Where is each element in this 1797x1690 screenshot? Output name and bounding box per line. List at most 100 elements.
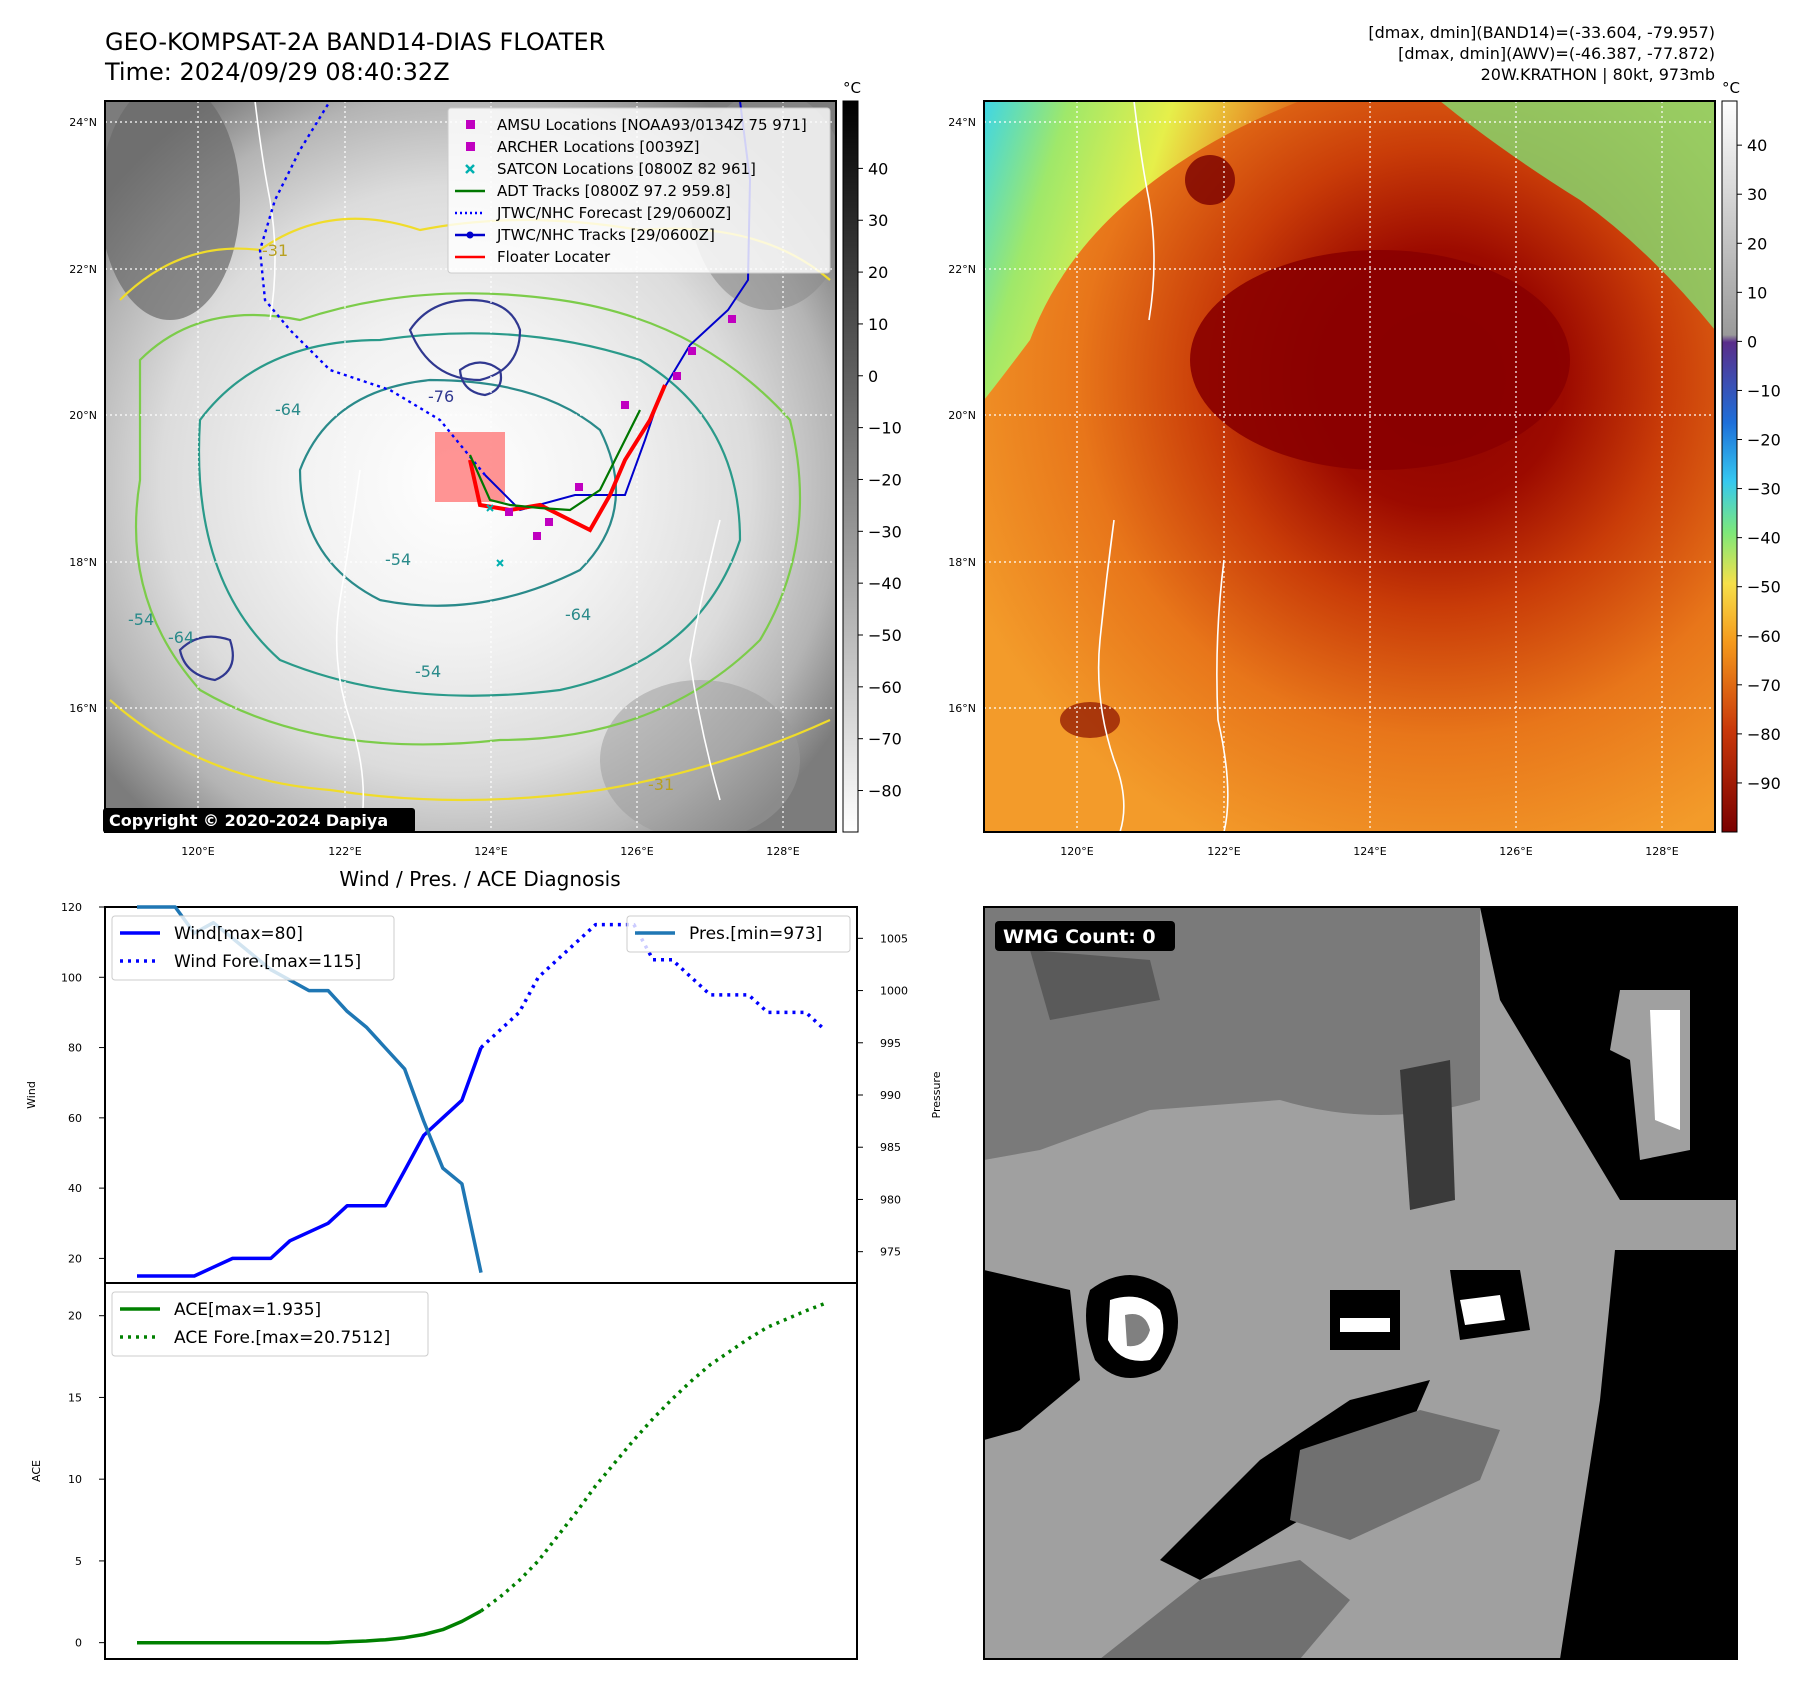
ir-lat-ticks: 24°N 22°N 20°N 18°N 16°N bbox=[69, 116, 97, 715]
y-tick-label: 10 bbox=[68, 1473, 82, 1486]
floater-track bbox=[468, 384, 667, 533]
amsu-markers bbox=[505, 315, 736, 540]
y-tick-label: 15 bbox=[68, 1391, 82, 1404]
legend-wind-forecast: Wind Fore.[max=115] bbox=[174, 952, 361, 972]
lon-tick: 122°E bbox=[328, 845, 361, 858]
wmg-count-label: WMG Count: 0 bbox=[1003, 926, 1156, 948]
contour-label: -76 bbox=[428, 387, 454, 406]
contour-label: -64 bbox=[275, 400, 301, 419]
colorbar-tick-label: −10 bbox=[868, 419, 902, 438]
ir-colorbar-unit: °C bbox=[843, 79, 861, 97]
y-tick-label: 60 bbox=[68, 1112, 82, 1125]
lat-tick: 22°N bbox=[69, 263, 97, 276]
enhanced-lat-ticks: 24°N 22°N 20°N 18°N 16°N bbox=[948, 116, 976, 715]
diagnosis-title: Wind / Pres. / ACE Diagnosis bbox=[339, 867, 620, 891]
contour-label: -31 bbox=[262, 241, 288, 260]
ir-lon-ticks: 120°E 122°E 124°E 126°E 128°E bbox=[181, 845, 799, 858]
pressure-legend: Pres.[min=973] bbox=[626, 915, 851, 953]
adt-track bbox=[468, 409, 641, 512]
lat-tick: 18°N bbox=[948, 556, 976, 569]
figure-title: GEO-KOMPSAT-2A BAND14-DIAS FLOATER bbox=[105, 28, 605, 56]
y-tick-label: 990 bbox=[880, 1089, 901, 1102]
legend-entry: JTWC/NHC Tracks [29/0600Z] bbox=[455, 226, 715, 244]
legend-label: JTWC/NHC Tracks [29/0600Z] bbox=[496, 226, 715, 244]
colorbar-tick-label: −70 bbox=[1747, 676, 1781, 695]
ace-ylabel: ACE bbox=[30, 1460, 43, 1482]
colorbar-tick-label: −60 bbox=[868, 678, 902, 697]
colorbar-tick-label: 10 bbox=[868, 315, 888, 334]
lat-tick: 16°N bbox=[948, 702, 976, 715]
colorbar-tick-label: 40 bbox=[868, 159, 888, 178]
legend-box bbox=[447, 107, 831, 274]
wind-y-ticks: 20 40 60 80 100 120 bbox=[61, 901, 105, 1265]
legend-label: Floater Locater bbox=[497, 248, 611, 266]
legend-dot-marker bbox=[466, 231, 474, 239]
ir-contour-labels: -64 -54 -64 -76 -54 -64 -54 -31 -31 bbox=[128, 241, 674, 794]
colorbar-tick-label: −80 bbox=[1747, 725, 1781, 744]
enhanced-lon-ticks: 120°E 122°E 124°E 126°E 128°E bbox=[1060, 845, 1678, 858]
pressure-y-ticks: 975 980 985 990 995 1000 1005 bbox=[857, 932, 908, 1259]
y-tick-label: 975 bbox=[880, 1246, 901, 1259]
series-line bbox=[137, 1609, 482, 1645]
ir-map-panel: -64 -54 -64 -76 -54 -64 -54 -31 -31 AMSU… bbox=[69, 79, 902, 858]
colorbar-tick-label: 40 bbox=[1747, 136, 1767, 155]
info-band14-range: [dmax, dmin](BAND14)=(-33.604, -79.957) bbox=[1368, 23, 1715, 42]
legend-entry: Floater Locater bbox=[455, 248, 611, 266]
y-tick-label: 20 bbox=[68, 1310, 82, 1323]
legend-x-marker bbox=[465, 164, 475, 174]
legend-entry: AMSU Locations [NOAA93/0134Z 75 971] bbox=[466, 116, 807, 134]
ir-coastlines bbox=[254, 101, 721, 832]
lat-tick: 24°N bbox=[69, 116, 97, 129]
enhanced-clear-area bbox=[984, 101, 1300, 400]
colorbar-tick-label: −50 bbox=[1747, 578, 1781, 597]
y-tick-label: 5 bbox=[75, 1555, 82, 1568]
colorbar-tick-label: −50 bbox=[868, 626, 902, 645]
lat-tick: 16°N bbox=[69, 702, 97, 715]
ace-chart: 0 5 10 15 20 ACE ACE[max=1.935] ACE Fore.[ma… bbox=[30, 1282, 858, 1660]
colorbar-tick-label: −20 bbox=[868, 470, 902, 489]
wind-series bbox=[137, 922, 827, 1278]
series-line bbox=[137, 1047, 483, 1278]
contour-label: -54 bbox=[415, 662, 441, 681]
legend-entry: JTWC/NHC Forecast [29/0600Z] bbox=[455, 204, 731, 222]
colorbar-tick-label: 30 bbox=[868, 211, 888, 230]
legend-label: AMSU Locations [NOAA93/0134Z 75 971] bbox=[497, 116, 807, 134]
contour-label: -54 bbox=[128, 610, 154, 629]
lon-tick: 124°E bbox=[474, 845, 507, 858]
legend-label: SATCON Locations [0800Z 82 961] bbox=[497, 160, 756, 178]
colorbar-tick-label: −40 bbox=[868, 574, 902, 593]
lat-tick: 24°N bbox=[948, 116, 976, 129]
y-tick-label: 20 bbox=[68, 1252, 82, 1265]
ir-legend: AMSU Locations [NOAA93/0134Z 75 971] ARCH… bbox=[447, 107, 831, 274]
colorbar-tick-label: 30 bbox=[1747, 185, 1767, 204]
contour-label: -54 bbox=[385, 550, 411, 569]
legend-label: ADT Tracks [0800Z 97.2 959.8] bbox=[497, 182, 731, 200]
contour-label: -64 bbox=[565, 605, 591, 624]
enhanced-colorbar-unit: °C bbox=[1722, 79, 1740, 97]
jtwc-forecast bbox=[258, 101, 486, 476]
lat-tick: 20°N bbox=[69, 409, 97, 422]
lon-tick: 122°E bbox=[1207, 845, 1240, 858]
y-tick-label: 0 bbox=[75, 1637, 82, 1650]
wmg-panel: WMG Count: 0 bbox=[983, 906, 1738, 1660]
lon-tick: 126°E bbox=[620, 845, 653, 858]
legend-entry: ARCHER Locations [0039Z] bbox=[466, 138, 700, 156]
lon-tick: 120°E bbox=[181, 845, 214, 858]
legend-ace: ACE[max=1.935] bbox=[174, 1300, 321, 1320]
cdo-core bbox=[1190, 250, 1570, 470]
ir-colorbar-ticks: 40 30 20 10 0 −10 −20 −30 −40 −50 −60 −70 −80 bbox=[858, 159, 902, 801]
y-tick-label: 80 bbox=[68, 1042, 82, 1055]
colorbar-tick-label: 0 bbox=[1747, 332, 1757, 351]
enhanced-colorbar-ticks: 40 30 20 10 0 −10 −20 −30 −40 −50 −60 −70 −80 −90 bbox=[1737, 136, 1781, 793]
legend-pressure: Pres.[min=973] bbox=[689, 924, 822, 944]
lat-tick: 20°N bbox=[948, 409, 976, 422]
colorbar-tick-label: −90 bbox=[1747, 774, 1781, 793]
legend-label: JTWC/NHC Forecast [29/0600Z] bbox=[496, 204, 731, 222]
lat-tick: 22°N bbox=[948, 263, 976, 276]
wind-ylabel: Wind bbox=[25, 1081, 38, 1109]
y-tick-label: 1000 bbox=[880, 985, 908, 998]
colorbar-tick-label: 10 bbox=[1747, 283, 1767, 302]
ace-series bbox=[137, 1301, 826, 1645]
colorbar-tick-label: 0 bbox=[868, 367, 878, 386]
info-awv-range: [dmax, dmin](AWV)=(-46.387, -77.872) bbox=[1398, 44, 1715, 63]
